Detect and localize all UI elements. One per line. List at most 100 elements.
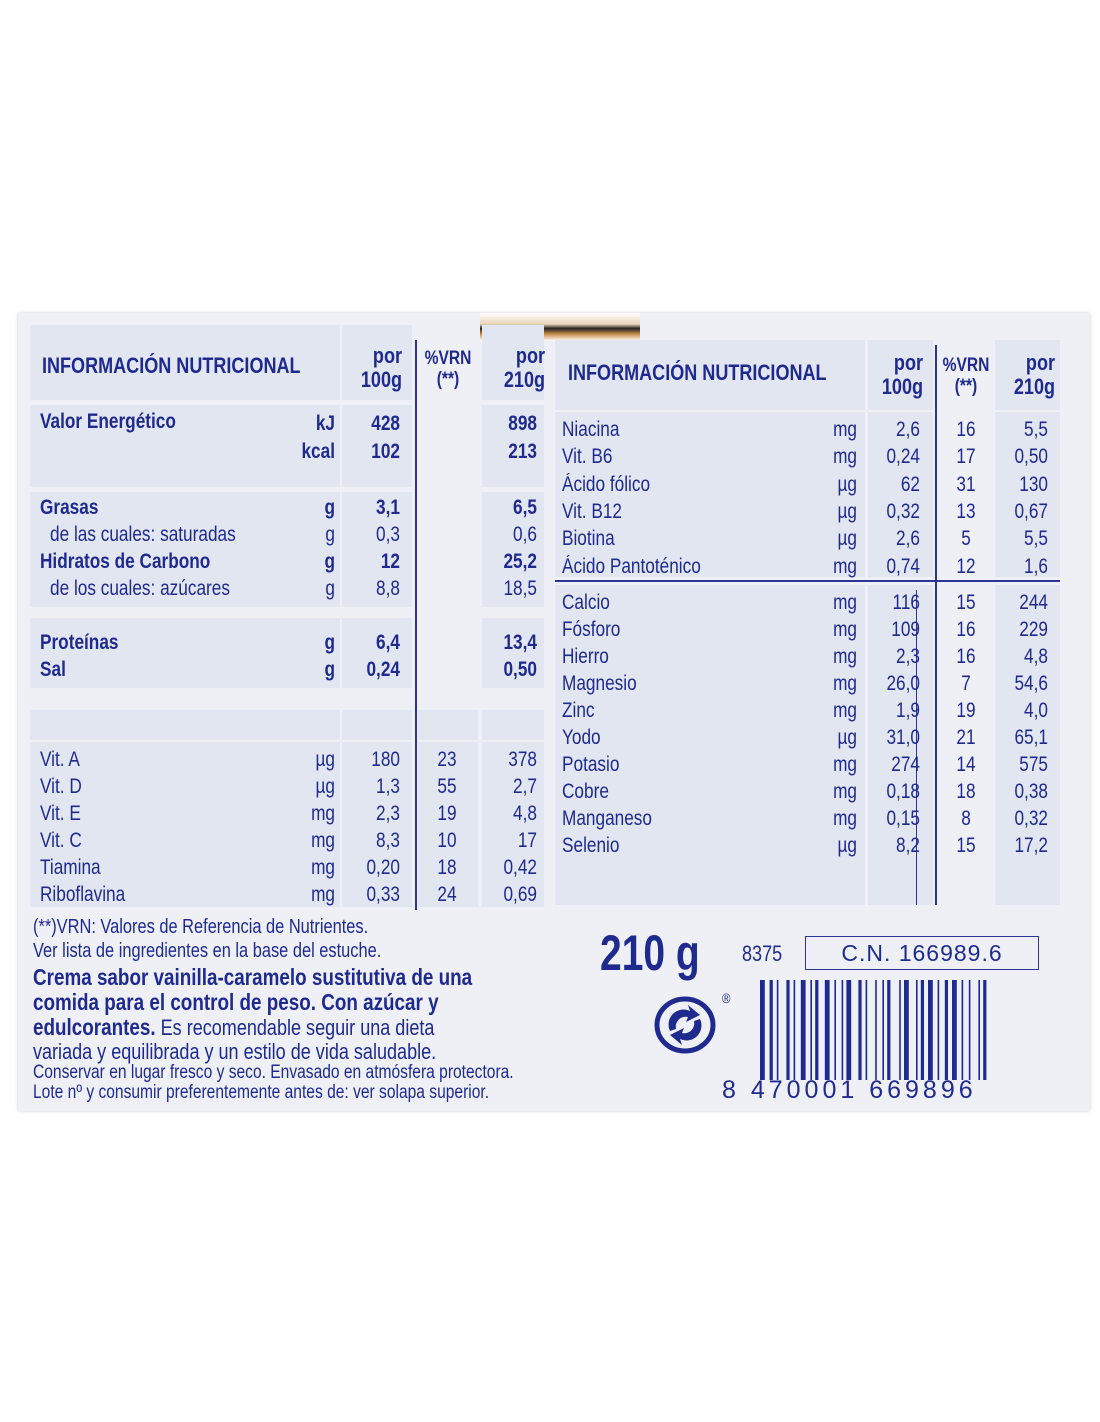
table-cell-bg: [30, 618, 340, 688]
barcode-bar: [800, 980, 806, 1080]
barcode-bar: [875, 980, 877, 1080]
value-per100: 0,15: [886, 807, 920, 830]
value-per210: 25,2: [503, 550, 537, 573]
value-vrn: 18: [956, 780, 976, 803]
value-per210: 4,8: [513, 802, 537, 825]
nutrient-unit: g: [324, 550, 335, 573]
nutrient-label: Riboflavina: [40, 883, 126, 906]
nutrient-label: Manganeso: [562, 807, 652, 830]
net-weight: 210 g: [600, 925, 700, 981]
table-cell-bg: [555, 585, 865, 905]
nutrient-unit: mg: [833, 618, 857, 641]
value-per100: 8,3: [376, 829, 400, 852]
description-line-4: variada y equilibrada y un estilo de vid…: [33, 1039, 437, 1064]
value-per100: 2,6: [896, 527, 920, 551]
table-cell-bg: [418, 742, 478, 907]
nutrient-label: Vit. E: [40, 802, 81, 825]
table-cell-bg: [30, 492, 340, 607]
nutrient-unit: g: [324, 658, 335, 681]
nutrient-unit: mg: [833, 753, 857, 776]
barcode-bar: [769, 980, 773, 1080]
value-vrn: 12: [956, 554, 976, 578]
value-vrn: 13: [956, 499, 976, 523]
col-header-per210: por: [1025, 350, 1055, 375]
column-divider: [415, 340, 417, 910]
barcode-digits: 8 470001 669896: [722, 1076, 977, 1104]
barcode-bar: [899, 980, 901, 1080]
value-vrn: 8: [961, 807, 971, 830]
value-per210: 130: [1019, 472, 1048, 496]
value-per100: 1,3: [376, 775, 400, 798]
description-bold: edulcorantes.: [33, 1014, 156, 1040]
barcode: [760, 980, 987, 1080]
value-per100: 109: [891, 618, 920, 641]
value-vrn: 16: [956, 618, 976, 641]
value-per210: 0,6: [513, 523, 537, 546]
table-cell-bg: [482, 742, 544, 907]
barcode-bar: [983, 980, 987, 1080]
barcode-bar: [865, 980, 868, 1080]
value-per210: 2,7: [513, 775, 537, 798]
col-header-per100: por: [372, 343, 402, 368]
nutrient-label: Niacina: [562, 418, 620, 441]
barcode-bar: [937, 980, 940, 1080]
nutrient-label: Vit. B6: [562, 445, 613, 469]
nutrient-unit: mg: [833, 645, 857, 668]
value-per100: 2,6: [896, 418, 920, 441]
nutrient-unit: mg: [833, 672, 857, 695]
nutrient-label: Hierro: [562, 645, 609, 668]
table-cell-bg: [482, 405, 544, 487]
nutrient-unit: mg: [833, 807, 857, 830]
nutrient-unit: µg: [837, 472, 857, 496]
nutrient-label: Cobre: [562, 780, 609, 803]
table-title: INFORMACIÓN NUTRICIONAL: [568, 360, 827, 385]
value-per100: 0,18: [886, 780, 920, 803]
table-cell-bg: [30, 742, 340, 907]
table-cell-bg: [555, 412, 865, 577]
column-divider: [916, 590, 917, 905]
nutrient-unit: mg: [833, 699, 857, 722]
value-vrn: 24: [437, 883, 457, 906]
nutrient-label: de los cuales: azúcares: [50, 577, 230, 600]
nutrient-unit: mg: [833, 418, 857, 441]
nutrient-label: Selenio: [562, 834, 620, 857]
table-cell-bg: [30, 325, 340, 400]
nutrient-unit: mg: [833, 554, 857, 578]
value-per100: 62: [900, 472, 920, 496]
value-per100: 26,0: [886, 672, 920, 695]
value-per100: 180: [371, 748, 400, 771]
col-header-per100: 100g: [881, 374, 923, 399]
nutrient-label: Vit. A: [40, 748, 80, 771]
table-cell-bg: [342, 492, 412, 607]
table-cell-bg: [342, 710, 412, 740]
green-dot-icon: [654, 996, 716, 1054]
value-per100: 0,33: [366, 883, 400, 906]
col-header-vrn: %VRN: [942, 355, 990, 376]
energy-per100: 428: [371, 412, 400, 435]
cn-code: C.N. 166989.6: [805, 936, 1039, 970]
value-vrn: 7: [961, 672, 971, 695]
barcode-bar: [968, 980, 971, 1080]
nutrient-unit: mg: [833, 591, 857, 614]
nutrient-unit: g: [324, 496, 335, 519]
value-vrn: 14: [956, 753, 976, 776]
section-divider: [555, 580, 1060, 582]
barcode-bar: [824, 980, 830, 1080]
nutrient-unit: mg: [311, 802, 335, 825]
registered-mark: ®: [722, 990, 731, 1006]
barcode-bar: [858, 980, 862, 1080]
value-vrn: 10: [437, 829, 457, 852]
value-vrn: 21: [956, 726, 976, 749]
barcode-bar: [978, 980, 980, 1080]
barcode-bar: [793, 980, 796, 1080]
table-cell-bg: [342, 325, 412, 400]
value-per210: 244: [1019, 591, 1048, 614]
value-vrn: 16: [956, 418, 976, 441]
col-header-vrn: (**): [954, 376, 978, 397]
col-header-vrn: (**): [436, 369, 460, 390]
value-per100: 1,9: [896, 699, 920, 722]
table-cell-bg: [868, 340, 933, 410]
value-vrn: 19: [437, 802, 457, 825]
table-cell-bg: [30, 405, 340, 487]
value-per100: 0,32: [886, 499, 920, 523]
